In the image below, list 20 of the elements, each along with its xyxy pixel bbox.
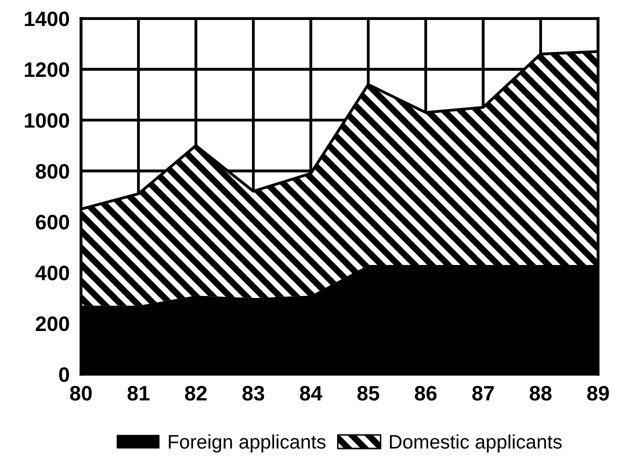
x-tick-label: 83 — [242, 386, 264, 401]
x-tick-label: 81 — [128, 386, 150, 401]
legend-label: Foreign applicants — [168, 434, 326, 453]
y-tick-label: 800 — [36, 164, 70, 179]
x-tick-label: 88 — [530, 386, 552, 401]
x-tick-label: 87 — [472, 386, 494, 401]
y-tick-label: 1000 — [24, 113, 70, 128]
x-tick-label: 84 — [300, 386, 322, 401]
y-tick-label: 1400 — [24, 11, 70, 26]
y-tick-label: 0 — [59, 367, 70, 382]
x-tick-label: 86 — [414, 386, 437, 401]
y-tick-label: 400 — [35, 266, 70, 280]
y-tick-label: 600 — [36, 214, 70, 230]
x-tick-label: 89 — [587, 386, 609, 401]
x-tick-label: 85 — [357, 386, 380, 401]
y-tick-label: 1200 — [24, 62, 70, 78]
legend-label: Domestic applicants — [390, 434, 562, 453]
x-tick-label: 82 — [184, 386, 207, 401]
y-tick-label: 200 — [36, 316, 70, 332]
x-tick-label: 80 — [70, 386, 92, 401]
